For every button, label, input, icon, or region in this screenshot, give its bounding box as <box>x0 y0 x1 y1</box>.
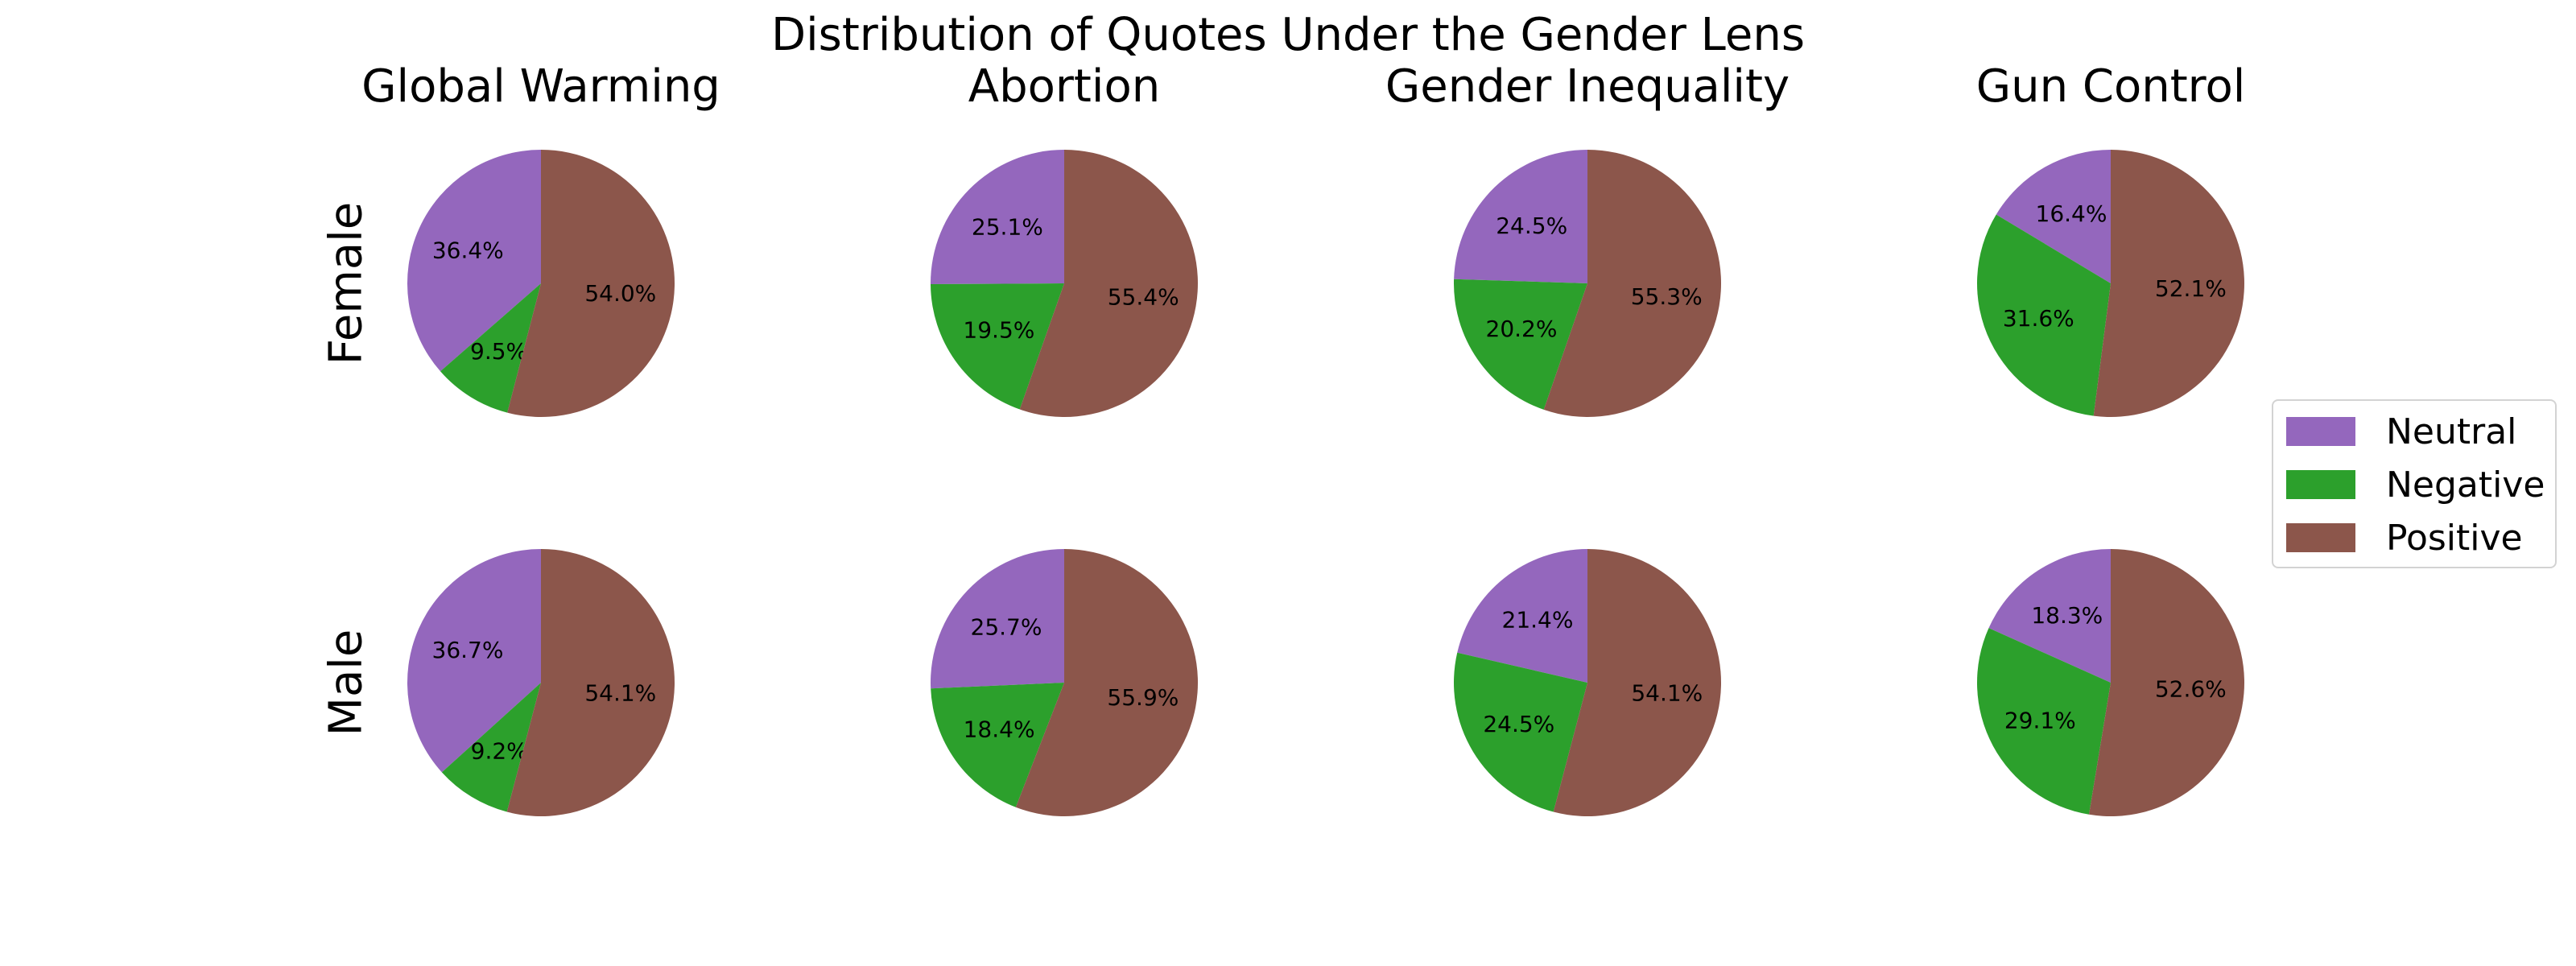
slice-neutral <box>930 150 1064 285</box>
pie-female-global-warming: 36.4% 9.5% 54.0% <box>407 149 675 417</box>
legend-swatch-neutral <box>2286 417 2355 446</box>
legend-item-neutral: Neutral <box>2286 407 2516 456</box>
slice-label-neutral: 18.3% <box>2031 602 2103 629</box>
pie-grid: Global Warming Abortion Gender Inequality G… <box>320 60 2246 817</box>
column-title-global-warming: Global Warming <box>361 60 720 113</box>
slice-label-negative: 20.2% <box>1486 316 1558 342</box>
pie-male-global-warming: 36.7% 9.2% 54.1% <box>407 549 675 816</box>
slice-neutral <box>407 549 541 773</box>
legend: Neutral Negative Positive <box>2272 399 2557 568</box>
slice-neutral <box>407 150 541 372</box>
slice-positive <box>2093 150 2244 417</box>
slice-negative <box>1977 214 2111 416</box>
slice-positive <box>1553 549 1722 817</box>
pie-female-abortion: 25.1% 19.5% 55.4% <box>930 150 1198 417</box>
slice-positive <box>1543 150 1722 417</box>
legend-swatch-negative <box>2286 470 2355 499</box>
slice-label-negative: 9.2% <box>471 738 528 765</box>
pie-male-gender-inequality: 21.4% 24.5% 54.1% <box>1454 549 1722 817</box>
slice-label-positive: 55.3% <box>1631 283 1703 310</box>
pie-male-abortion: 25.7% 18.4% 55.9% <box>930 549 1199 816</box>
legend-label-neutral: Neutral <box>2386 411 2517 452</box>
legend-item-positive: Positive <box>2286 514 2523 562</box>
pie-male-gun-control: 18.3% 29.1% 52.6% <box>1976 549 2244 817</box>
slice-label-negative: 24.5% <box>1483 711 1554 737</box>
slice-neutral <box>930 549 1064 689</box>
slice-negative <box>441 683 541 812</box>
slice-label-positive: 54.1% <box>584 679 656 706</box>
legend-label-positive: Positive <box>2386 517 2523 559</box>
slice-positive <box>1015 549 1199 816</box>
slice-label-negative: 9.5% <box>470 338 527 365</box>
slice-neutral <box>1457 549 1587 683</box>
slice-positive <box>506 549 675 816</box>
slice-negative <box>931 283 1064 410</box>
slice-label-neutral: 25.1% <box>972 213 1043 240</box>
row-label-male: Male <box>320 630 373 737</box>
slice-positive <box>2089 549 2244 817</box>
legend-label-negative: Negative <box>2386 464 2545 506</box>
slice-label-positive: 52.1% <box>2155 275 2227 302</box>
slice-label-neutral: 16.4% <box>2036 200 2107 227</box>
slice-neutral <box>1988 549 2111 683</box>
slice-label-negative: 31.6% <box>2003 305 2074 332</box>
slice-negative <box>440 283 541 413</box>
slice-label-negative: 29.1% <box>2004 708 2076 734</box>
slice-negative <box>1976 628 2111 815</box>
slice-label-negative: 18.4% <box>964 716 1035 743</box>
slice-negative <box>1453 279 1587 410</box>
slice-positive <box>1019 150 1198 417</box>
slice-neutral <box>1454 150 1587 283</box>
row-label-female: Female <box>320 202 373 365</box>
pie-female-gun-control: 16.4% 31.6% 52.1% <box>1977 150 2244 417</box>
slice-positive <box>507 149 675 417</box>
column-title-gender-inequality: Gender Inequality <box>1385 60 1790 113</box>
pie-female-gender-inequality: 24.5% 20.2% 55.3% <box>1453 150 1722 417</box>
slice-label-neutral: 24.5% <box>1496 213 1567 239</box>
slice-label-neutral: 21.4% <box>1502 607 1574 634</box>
slice-label-neutral: 36.7% <box>432 637 504 663</box>
slice-label-positive: 52.6% <box>2155 676 2227 703</box>
slice-label-positive: 54.0% <box>584 280 656 307</box>
figure-title: Distribution of Quotes Under the Gender … <box>771 9 1805 61</box>
slice-negative <box>931 683 1064 807</box>
legend-swatch-positive <box>2286 523 2355 552</box>
slice-label-positive: 55.4% <box>1108 283 1179 310</box>
column-title-abortion: Abortion <box>968 60 1160 113</box>
legend-item-negative: Negative <box>2286 460 2545 509</box>
slice-label-positive: 54.1% <box>1631 679 1703 706</box>
slice-label-neutral: 36.4% <box>432 237 504 263</box>
slice-label-positive: 55.9% <box>1107 684 1179 711</box>
slice-negative <box>1454 652 1587 812</box>
column-title-gun-control: Gun Control <box>1976 60 2246 113</box>
slice-label-negative: 19.5% <box>963 316 1034 343</box>
slice-label-neutral: 25.7% <box>971 614 1042 641</box>
slice-neutral <box>1996 150 2111 283</box>
